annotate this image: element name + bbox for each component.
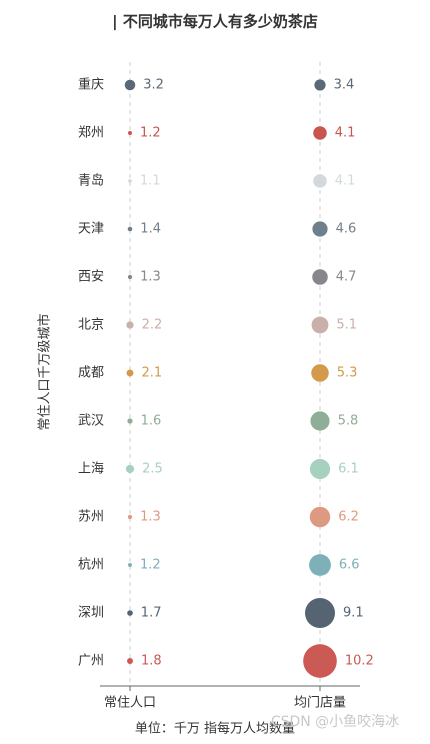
value-label: 4.1: [335, 174, 356, 189]
value-label: 1.3: [140, 270, 161, 285]
footnote: 单位：千万 指每万人均数量: [135, 721, 295, 737]
dot: [127, 226, 133, 232]
dot: [127, 514, 133, 520]
value-label: 1.2: [140, 558, 161, 573]
value-label: 5.3: [337, 366, 358, 381]
y-axis-label: 常住人口千万级城市: [37, 313, 53, 430]
category-label: 北京: [78, 318, 104, 333]
dot: [309, 506, 331, 528]
dot: [311, 316, 329, 334]
value-label: 4.1: [335, 126, 356, 141]
category-label: 郑州: [78, 126, 104, 141]
watermark: CSDN @小鱼咬海冰: [271, 713, 399, 730]
category-label: 武汉: [78, 414, 104, 429]
category-label: 上海: [78, 462, 104, 477]
dot: [128, 179, 132, 183]
chart-title: | 不同城市每万人有多少奶茶店: [112, 13, 318, 32]
dot: [124, 79, 136, 91]
dot: [309, 554, 331, 576]
value-label: 6.1: [338, 462, 359, 477]
dot: [126, 321, 134, 329]
dot: [125, 464, 135, 474]
category-label: 广州: [78, 654, 104, 669]
dot: [128, 563, 132, 567]
value-label: 6.6: [339, 558, 360, 573]
value-label: 4.7: [336, 270, 357, 285]
value-label: 1.3: [140, 510, 161, 525]
value-label: 1.6: [141, 414, 162, 429]
value-label: 9.1: [343, 606, 364, 621]
dot: [127, 610, 133, 616]
x-tick-label: 常住人口: [104, 696, 156, 711]
x-tick-label: 均门店量: [294, 696, 346, 711]
category-label: 重庆: [78, 77, 104, 93]
category-label: 青岛: [78, 173, 104, 189]
value-label: 3.4: [334, 78, 355, 93]
category-label: 天津: [78, 222, 104, 237]
value-label: 5.1: [336, 318, 357, 333]
dot: [127, 418, 133, 424]
dot: [126, 369, 134, 377]
dot: [310, 411, 330, 431]
value-label: 2.2: [142, 318, 163, 333]
category-label: 深圳: [78, 606, 104, 621]
dot: [314, 79, 326, 91]
value-label: 4.6: [336, 222, 357, 237]
dot: [304, 597, 336, 629]
dot: [309, 458, 331, 480]
dot: [312, 269, 328, 285]
value-label: 2.5: [142, 462, 163, 477]
value-label: 1.1: [140, 174, 161, 189]
dot: [303, 644, 337, 678]
category-label: 杭州: [78, 558, 104, 573]
dot: [313, 126, 327, 140]
dot: [128, 131, 132, 135]
category-label: 苏州: [78, 509, 104, 525]
value-label: 3.2: [143, 78, 164, 93]
dot: [127, 658, 133, 664]
dot: [312, 221, 328, 237]
value-label: 1.7: [141, 606, 162, 621]
value-label: 1.2: [140, 126, 161, 141]
value-label: 1.8: [141, 654, 162, 669]
dot: [313, 174, 327, 188]
dot: [311, 364, 329, 382]
category-label: 成都: [78, 366, 104, 381]
value-label: 5.8: [338, 414, 359, 429]
value-label: 10.2: [345, 654, 374, 669]
value-label: 2.1: [141, 366, 162, 381]
value-label: 1.4: [140, 222, 161, 237]
category-label: 西安: [78, 270, 104, 285]
dot: [127, 274, 133, 280]
value-label: 6.2: [338, 510, 359, 525]
